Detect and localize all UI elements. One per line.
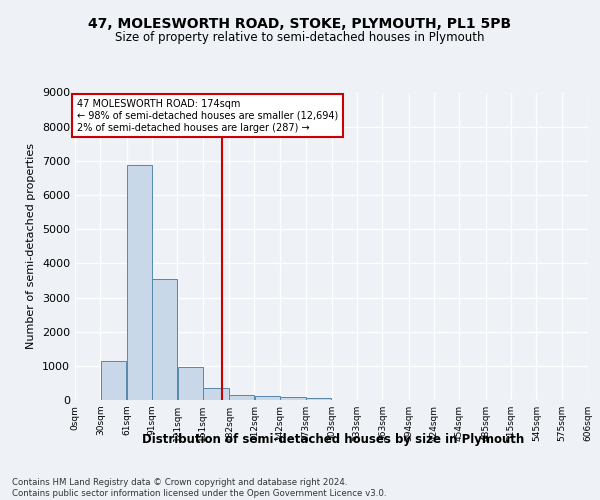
Y-axis label: Number of semi-detached properties: Number of semi-detached properties [26, 143, 37, 349]
Bar [255, 396, 280, 400]
Text: Distribution of semi-detached houses by size in Plymouth: Distribution of semi-detached houses by … [142, 432, 524, 446]
Bar [101, 360, 127, 400]
Text: 47, MOLESWORTH ROAD, STOKE, PLYMOUTH, PL1 5PB: 47, MOLESWORTH ROAD, STOKE, PLYMOUTH, PL… [88, 18, 512, 32]
Bar [152, 279, 177, 400]
Bar [203, 388, 229, 400]
Bar [229, 394, 254, 400]
Text: Contains HM Land Registry data © Crown copyright and database right 2024.
Contai: Contains HM Land Registry data © Crown c… [12, 478, 386, 498]
Text: 47 MOLESWORTH ROAD: 174sqm
← 98% of semi-detached houses are smaller (12,694)
2%: 47 MOLESWORTH ROAD: 174sqm ← 98% of semi… [77, 100, 338, 132]
Bar [178, 367, 203, 400]
Text: Size of property relative to semi-detached houses in Plymouth: Size of property relative to semi-detach… [115, 31, 485, 44]
Bar [280, 397, 306, 400]
Bar [307, 398, 331, 400]
Bar [127, 165, 152, 400]
